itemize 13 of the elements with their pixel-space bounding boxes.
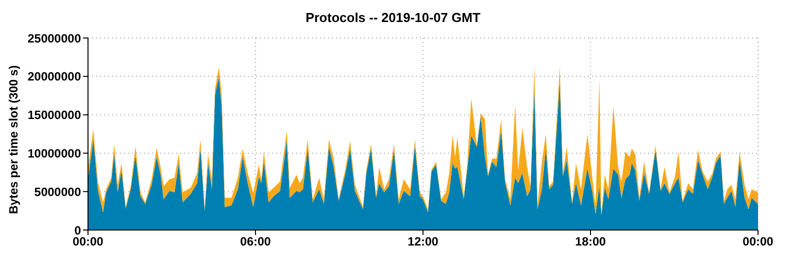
y-tick-label: 25000000 xyxy=(28,31,82,46)
x-tick-label: 00:00 xyxy=(72,234,104,249)
y-tick-label: 10000000 xyxy=(28,146,82,160)
y-tick-label: 15000000 xyxy=(28,108,82,122)
chart-title: Protocols -- 2019-10-07 GMT xyxy=(304,10,482,25)
x-tick-label: 06:00 xyxy=(240,234,272,249)
y-tick-label: 5000000 xyxy=(34,184,82,199)
x-tick-label: 12:00 xyxy=(408,234,439,249)
x-tick-label: 18:00 xyxy=(575,234,606,249)
x-tick-label: 00:00 xyxy=(742,234,774,249)
y-axis-title: Bytes per time slot (300 s) xyxy=(6,65,20,214)
y-tick-label: 0 xyxy=(74,223,82,238)
y-tick-label: 20000000 xyxy=(28,70,82,84)
